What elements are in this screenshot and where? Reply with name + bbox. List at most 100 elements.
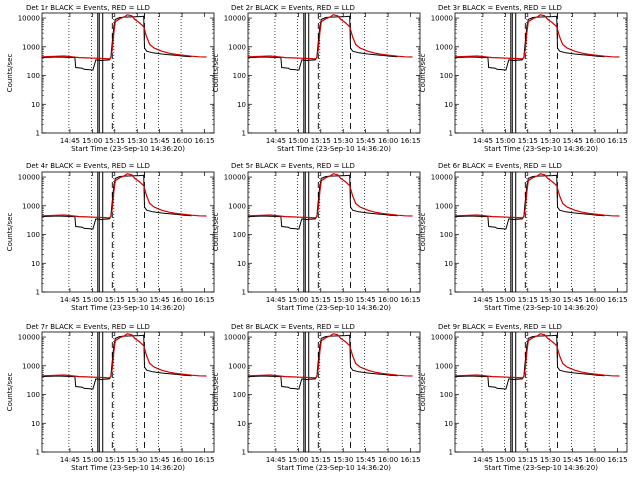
lld-series-6 bbox=[454, 173, 620, 219]
x-tick-label-8-5: 16:00 bbox=[378, 456, 398, 464]
x-tick-label-5-1: 15:00 bbox=[288, 296, 308, 304]
x-axis-label-5: Start Time (23-Sep-10 14:36:20) bbox=[277, 304, 391, 312]
x-axis-label-1: Start Time (23-Sep-10 14:36:20) bbox=[71, 145, 185, 153]
x-tick-label-4-1: 15:00 bbox=[82, 296, 102, 304]
x-tick-label-4-0: 14:45 bbox=[60, 296, 80, 304]
x-tick-label-1-4: 15:45 bbox=[150, 137, 170, 145]
y-tick-label-1-3: 1000 bbox=[22, 43, 40, 51]
events-series-3 bbox=[454, 15, 605, 71]
x-tick-label-6-3: 15:30 bbox=[540, 296, 560, 304]
events-series-8 bbox=[247, 334, 398, 390]
y-tick-label-8-2: 100 bbox=[233, 391, 246, 399]
x-tick-label-7-1: 15:00 bbox=[82, 456, 102, 464]
lld-series-2 bbox=[247, 14, 413, 60]
x-tick-label-6-4: 15:45 bbox=[563, 296, 583, 304]
lld-series-4 bbox=[41, 173, 207, 219]
x-axis-label-8: Start Time (23-Sep-10 14:36:20) bbox=[277, 464, 391, 472]
events-series-6 bbox=[454, 174, 605, 230]
x-tick-label-3-0: 14:45 bbox=[473, 137, 493, 145]
plot-frame-9 bbox=[454, 331, 628, 453]
x-tick-label-3-1: 15:00 bbox=[495, 137, 515, 145]
x-tick-label-1-1: 15:00 bbox=[82, 137, 102, 145]
plot-frame-1 bbox=[41, 12, 215, 134]
y-tick-label-6-0: 1 bbox=[449, 289, 453, 297]
panel-title-8: Det 8r BLACK = Events, RED = LLD bbox=[231, 323, 355, 331]
x-tick-label-9-6: 16:15 bbox=[607, 456, 627, 464]
panel-title-7: Det 7r BLACK = Events, RED = LLD bbox=[26, 323, 150, 331]
x-tick-label-6-6: 16:15 bbox=[607, 296, 627, 304]
x-tick-label-2-0: 14:45 bbox=[266, 137, 286, 145]
y-tick-label-4-3: 1000 bbox=[22, 202, 40, 210]
x-tick-label-5-5: 16:00 bbox=[378, 296, 398, 304]
panel-title-5: Det 5r BLACK = Events, RED = LLD bbox=[231, 162, 355, 170]
y-axis-label-2: Counts/sec bbox=[212, 54, 220, 93]
x-tick-label-2-2: 15:15 bbox=[311, 137, 331, 145]
x-tick-label-2-4: 15:45 bbox=[356, 137, 376, 145]
x-axis-label-7: Start Time (23-Sep-10 14:36:20) bbox=[71, 464, 185, 472]
lld-series-8 bbox=[247, 333, 413, 379]
lld-series-7 bbox=[41, 333, 207, 379]
x-tick-label-7-2: 15:15 bbox=[105, 456, 125, 464]
y-tick-label-4-1: 10 bbox=[31, 260, 40, 268]
x-tick-label-3-4: 15:45 bbox=[563, 137, 583, 145]
lld-series-3 bbox=[454, 14, 620, 60]
y-tick-label-6-1: 10 bbox=[444, 260, 453, 268]
events-series-1 bbox=[41, 15, 192, 71]
x-tick-label-9-0: 14:45 bbox=[473, 456, 493, 464]
x-tick-label-4-5: 16:00 bbox=[172, 296, 192, 304]
panel-title-4: Det 4r BLACK = Events, RED = LLD bbox=[26, 162, 150, 170]
y-axis-label-7: Counts/sec bbox=[6, 373, 14, 412]
y-tick-label-9-3: 1000 bbox=[435, 362, 453, 370]
x-tick-label-3-3: 15:30 bbox=[540, 137, 560, 145]
panel-title-2: Det 2r BLACK = Events, RED = LLD bbox=[231, 4, 355, 12]
y-tick-label-6-3: 1000 bbox=[435, 202, 453, 210]
lld-series-5 bbox=[247, 173, 413, 219]
events-series-5 bbox=[247, 174, 398, 230]
plot-frame-8 bbox=[247, 331, 421, 453]
x-axis-label-9: Start Time (23-Sep-10 14:36:20) bbox=[484, 464, 598, 472]
y-tick-label-2-3: 1000 bbox=[228, 43, 246, 51]
plot-frame-5 bbox=[247, 171, 421, 293]
y-tick-label-1-4: 10000 bbox=[18, 15, 40, 23]
y-tick-label-2-0: 1 bbox=[242, 130, 246, 138]
y-tick-label-3-3: 1000 bbox=[435, 43, 453, 51]
x-tick-label-7-5: 16:00 bbox=[172, 456, 192, 464]
x-tick-label-6-1: 15:00 bbox=[495, 296, 515, 304]
y-tick-label-9-0: 1 bbox=[449, 449, 453, 457]
y-tick-label-5-0: 1 bbox=[242, 289, 246, 297]
x-tick-label-3-5: 16:00 bbox=[585, 137, 605, 145]
y-tick-label-7-4: 10000 bbox=[18, 334, 40, 342]
y-tick-label-9-4: 10000 bbox=[431, 334, 453, 342]
y-axis-label-5: Counts/sec bbox=[212, 213, 220, 252]
x-tick-label-3-2: 15:15 bbox=[518, 137, 538, 145]
panel-title-1: Det 1r BLACK = Events, RED = LLD bbox=[26, 4, 150, 12]
y-tick-label-6-2: 100 bbox=[440, 231, 453, 239]
x-tick-label-4-2: 15:15 bbox=[105, 296, 125, 304]
plot-frame-6 bbox=[454, 171, 628, 293]
x-tick-label-8-6: 16:15 bbox=[400, 456, 420, 464]
x-tick-label-5-0: 14:45 bbox=[266, 296, 286, 304]
plot-frame-3 bbox=[454, 12, 628, 134]
y-tick-label-1-2: 100 bbox=[27, 72, 40, 80]
y-axis-label-4: Counts/sec bbox=[6, 213, 14, 252]
events-series-2 bbox=[247, 15, 398, 71]
y-tick-label-4-4: 10000 bbox=[18, 174, 40, 182]
x-tick-label-5-2: 15:15 bbox=[311, 296, 331, 304]
y-tick-label-3-0: 1 bbox=[449, 130, 453, 138]
panel-title-3: Det 3r BLACK = Events, RED = LLD bbox=[438, 4, 562, 12]
x-tick-label-1-6: 16:15 bbox=[194, 137, 214, 145]
y-tick-label-5-2: 100 bbox=[233, 231, 246, 239]
y-tick-label-7-1: 10 bbox=[31, 420, 40, 428]
y-tick-label-8-4: 10000 bbox=[224, 334, 246, 342]
panel-title-6: Det 6r BLACK = Events, RED = LLD bbox=[438, 162, 562, 170]
x-tick-label-1-5: 16:00 bbox=[172, 137, 192, 145]
x-tick-label-8-3: 15:30 bbox=[333, 456, 353, 464]
y-tick-label-8-3: 1000 bbox=[228, 362, 246, 370]
x-tick-label-2-6: 16:15 bbox=[400, 137, 420, 145]
y-tick-label-5-1: 10 bbox=[237, 260, 246, 268]
y-tick-label-9-1: 10 bbox=[444, 420, 453, 428]
x-axis-label-2: Start Time (23-Sep-10 14:36:20) bbox=[277, 145, 391, 153]
y-tick-label-4-2: 100 bbox=[27, 231, 40, 239]
y-tick-label-1-1: 10 bbox=[31, 101, 40, 109]
